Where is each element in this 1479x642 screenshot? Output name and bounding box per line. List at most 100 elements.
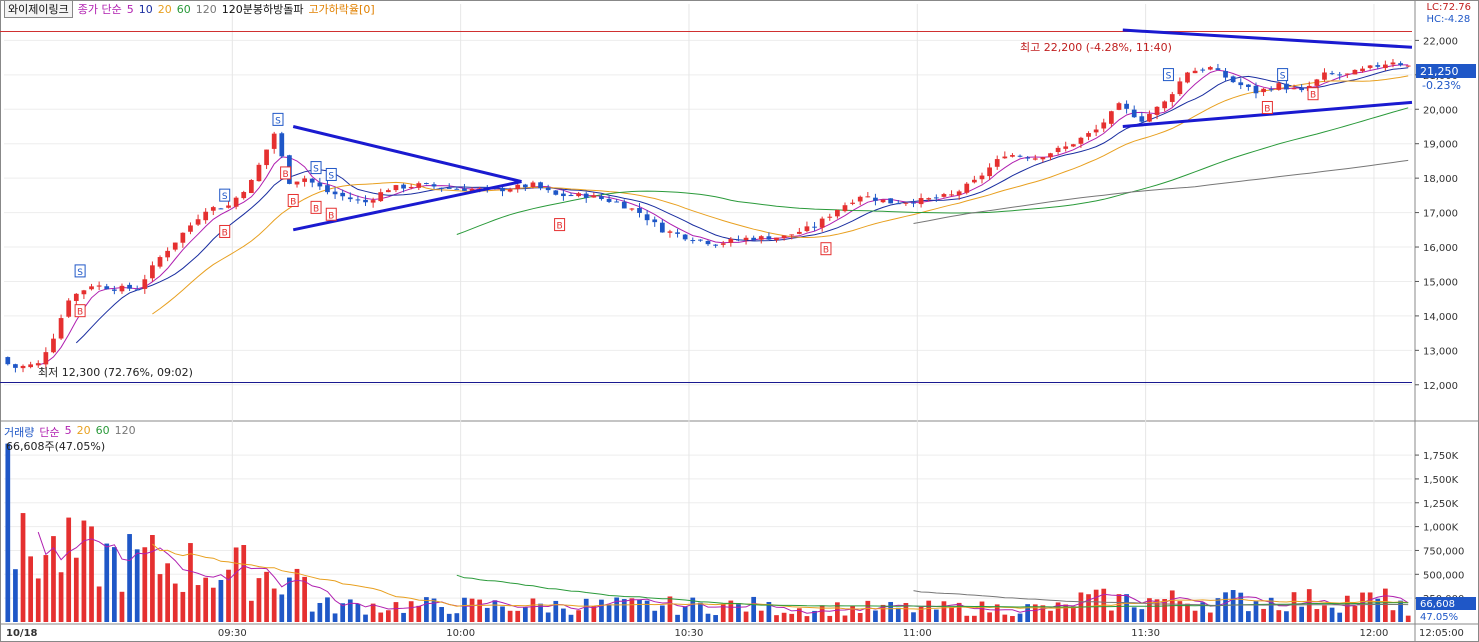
volume-bar bbox=[606, 604, 612, 622]
sell-signal-letter: S bbox=[275, 116, 281, 126]
candle-body bbox=[1169, 94, 1175, 102]
price-tick-label: 15,000 bbox=[1423, 277, 1458, 288]
candle-body bbox=[1268, 89, 1274, 91]
volume-bar bbox=[857, 613, 863, 622]
candle-body bbox=[842, 205, 848, 212]
candle-body bbox=[1383, 64, 1388, 69]
candle-body bbox=[1093, 129, 1099, 133]
candle-body bbox=[545, 187, 551, 191]
candle-body bbox=[895, 203, 901, 205]
price-tick-label: 22,000 bbox=[1423, 36, 1458, 47]
volume-bar bbox=[484, 607, 490, 622]
triangle-1-upper bbox=[292, 125, 522, 184]
time-tick-label: 10/18 bbox=[6, 628, 38, 639]
volume-bar bbox=[599, 599, 604, 622]
candle-body bbox=[1162, 101, 1168, 109]
buy-signal-letter: B bbox=[222, 228, 228, 238]
volume-bar bbox=[956, 602, 962, 622]
volume-moving-averages bbox=[37, 531, 1409, 614]
candle-body bbox=[736, 239, 741, 241]
candle-body bbox=[28, 364, 33, 368]
time-tick-label: 11:30 bbox=[1131, 628, 1160, 639]
volume-bar bbox=[408, 601, 414, 622]
ma120-line bbox=[913, 159, 1409, 224]
volume-bar bbox=[233, 547, 239, 622]
volume-bar bbox=[553, 600, 559, 622]
volume-bar bbox=[119, 591, 125, 622]
volume-bar bbox=[1109, 610, 1114, 622]
candle-body bbox=[1101, 122, 1107, 129]
indicator-2-label: 고가하락율[0] bbox=[308, 3, 375, 16]
candle-body bbox=[774, 237, 779, 241]
candle-body bbox=[873, 197, 878, 201]
candle-body bbox=[713, 244, 718, 246]
volume-bar bbox=[1055, 602, 1061, 622]
volume-bar bbox=[1253, 601, 1259, 622]
time-tick-label: 12:00 bbox=[1360, 628, 1389, 639]
volume-bar bbox=[43, 555, 49, 622]
candle-body bbox=[606, 198, 612, 202]
candle-body bbox=[180, 232, 186, 243]
candle-body bbox=[439, 187, 444, 189]
candle-body bbox=[1017, 155, 1023, 157]
sell-signal-letter: S bbox=[1166, 72, 1172, 82]
candle-body bbox=[43, 352, 49, 365]
candle-body bbox=[926, 198, 932, 200]
volume-bar bbox=[538, 603, 543, 622]
sell-signal bbox=[1162, 68, 1174, 82]
volume-bar bbox=[888, 601, 894, 622]
volume-bar bbox=[880, 604, 886, 622]
volume-bar bbox=[1025, 604, 1031, 622]
candle-body bbox=[294, 181, 300, 185]
candle-body bbox=[248, 179, 254, 194]
triangle-1-lower bbox=[292, 180, 522, 232]
volume-bar bbox=[895, 607, 901, 622]
candle-body bbox=[698, 239, 703, 241]
volume-bar bbox=[1032, 604, 1038, 622]
candle-body bbox=[1253, 85, 1259, 94]
volume-bar bbox=[819, 605, 825, 622]
volume-bar bbox=[1124, 594, 1129, 622]
volume-bar bbox=[568, 614, 574, 622]
candle-body bbox=[363, 199, 368, 203]
candle-body bbox=[96, 285, 102, 287]
volume-bar bbox=[842, 615, 848, 622]
volume-bar bbox=[614, 597, 620, 622]
volume-bar bbox=[332, 613, 338, 622]
candle-body bbox=[751, 237, 757, 241]
candle-body bbox=[477, 188, 483, 190]
volume-bar bbox=[462, 597, 467, 622]
volume-bar bbox=[796, 608, 802, 622]
volume-bar bbox=[743, 611, 749, 622]
candle-body bbox=[865, 196, 871, 198]
volume-bar bbox=[1337, 612, 1343, 622]
volume-bar bbox=[1383, 588, 1388, 622]
high-annotation: 최고 22,200 (-4.28%, 11:40) bbox=[1020, 41, 1172, 54]
candle-body bbox=[758, 236, 764, 240]
volume-tick-label: 1,000K bbox=[1423, 523, 1459, 534]
volume-bar bbox=[781, 612, 787, 622]
price-tick-label: 14,000 bbox=[1423, 312, 1458, 323]
candle-body bbox=[462, 188, 467, 191]
candle-body bbox=[150, 265, 155, 279]
candle-body bbox=[385, 190, 391, 193]
volume-bar bbox=[865, 600, 871, 622]
volume-bar bbox=[1299, 606, 1305, 622]
stock-name[interactable]: 와이제이링크 bbox=[4, 0, 73, 18]
volume-bar bbox=[416, 605, 422, 622]
volume-bar bbox=[1284, 611, 1289, 622]
volume-bar bbox=[195, 585, 201, 622]
candle-body bbox=[1177, 81, 1183, 95]
candle-body bbox=[1367, 65, 1373, 68]
candle-body bbox=[1131, 109, 1137, 118]
volume-bar bbox=[667, 596, 673, 622]
candle-body bbox=[850, 202, 855, 204]
candle-body bbox=[256, 164, 262, 182]
candle-body bbox=[561, 193, 566, 197]
candle-body bbox=[568, 195, 574, 197]
volume-bar bbox=[104, 543, 110, 622]
candle-body bbox=[743, 237, 749, 241]
candle-body bbox=[667, 231, 673, 233]
